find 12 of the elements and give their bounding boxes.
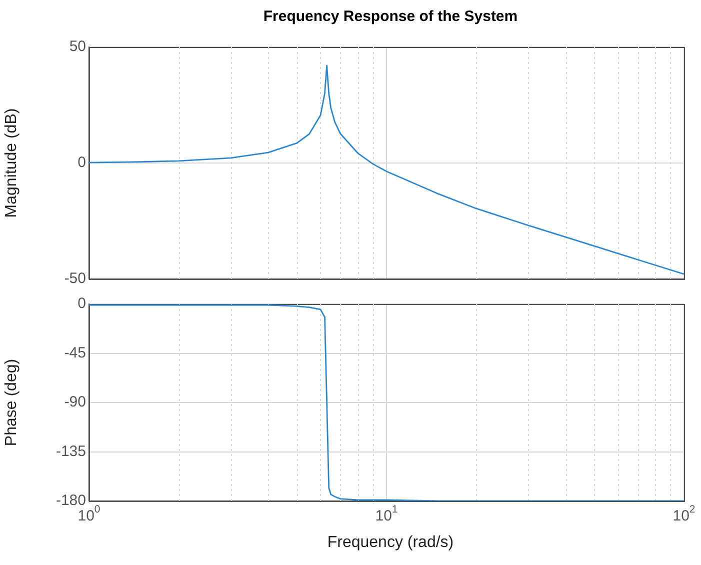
y-axis-title: Phase (deg) bbox=[3, 358, 20, 446]
y-tick-label: -135 bbox=[56, 442, 86, 460]
y-tick-label: -50 bbox=[64, 270, 86, 288]
x-axis-title: Frequency (rad/s) bbox=[326, 534, 455, 552]
y-tick-label: -180 bbox=[56, 492, 86, 510]
y-tick-label: -90 bbox=[64, 394, 86, 411]
y-tick-label: 50 bbox=[69, 38, 86, 56]
y-tick-label: -45 bbox=[64, 344, 86, 362]
chart-title: Frequency Response of the System bbox=[262, 7, 519, 27]
y-axis-title: Magnitude (dB) bbox=[3, 108, 20, 218]
y-tick-label: 0 bbox=[78, 154, 86, 172]
y-tick-label: 0 bbox=[78, 295, 86, 312]
